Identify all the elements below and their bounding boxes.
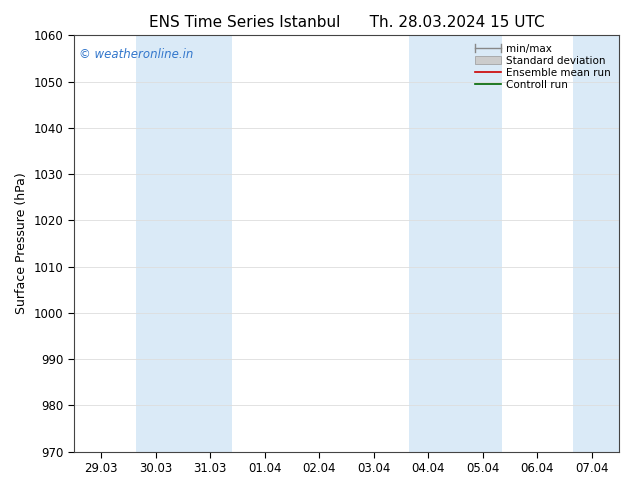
Y-axis label: Surface Pressure (hPa): Surface Pressure (hPa) xyxy=(15,172,28,314)
Bar xyxy=(136,35,232,452)
Bar xyxy=(409,35,501,452)
Text: © weatheronline.in: © weatheronline.in xyxy=(79,48,193,61)
Title: ENS Time Series Istanbul      Th. 28.03.2024 15 UTC: ENS Time Series Istanbul Th. 28.03.2024 … xyxy=(148,15,544,30)
Bar xyxy=(573,35,619,452)
Legend: min/max, Standard deviation, Ensemble mean run, Controll run: min/max, Standard deviation, Ensemble me… xyxy=(472,41,614,93)
